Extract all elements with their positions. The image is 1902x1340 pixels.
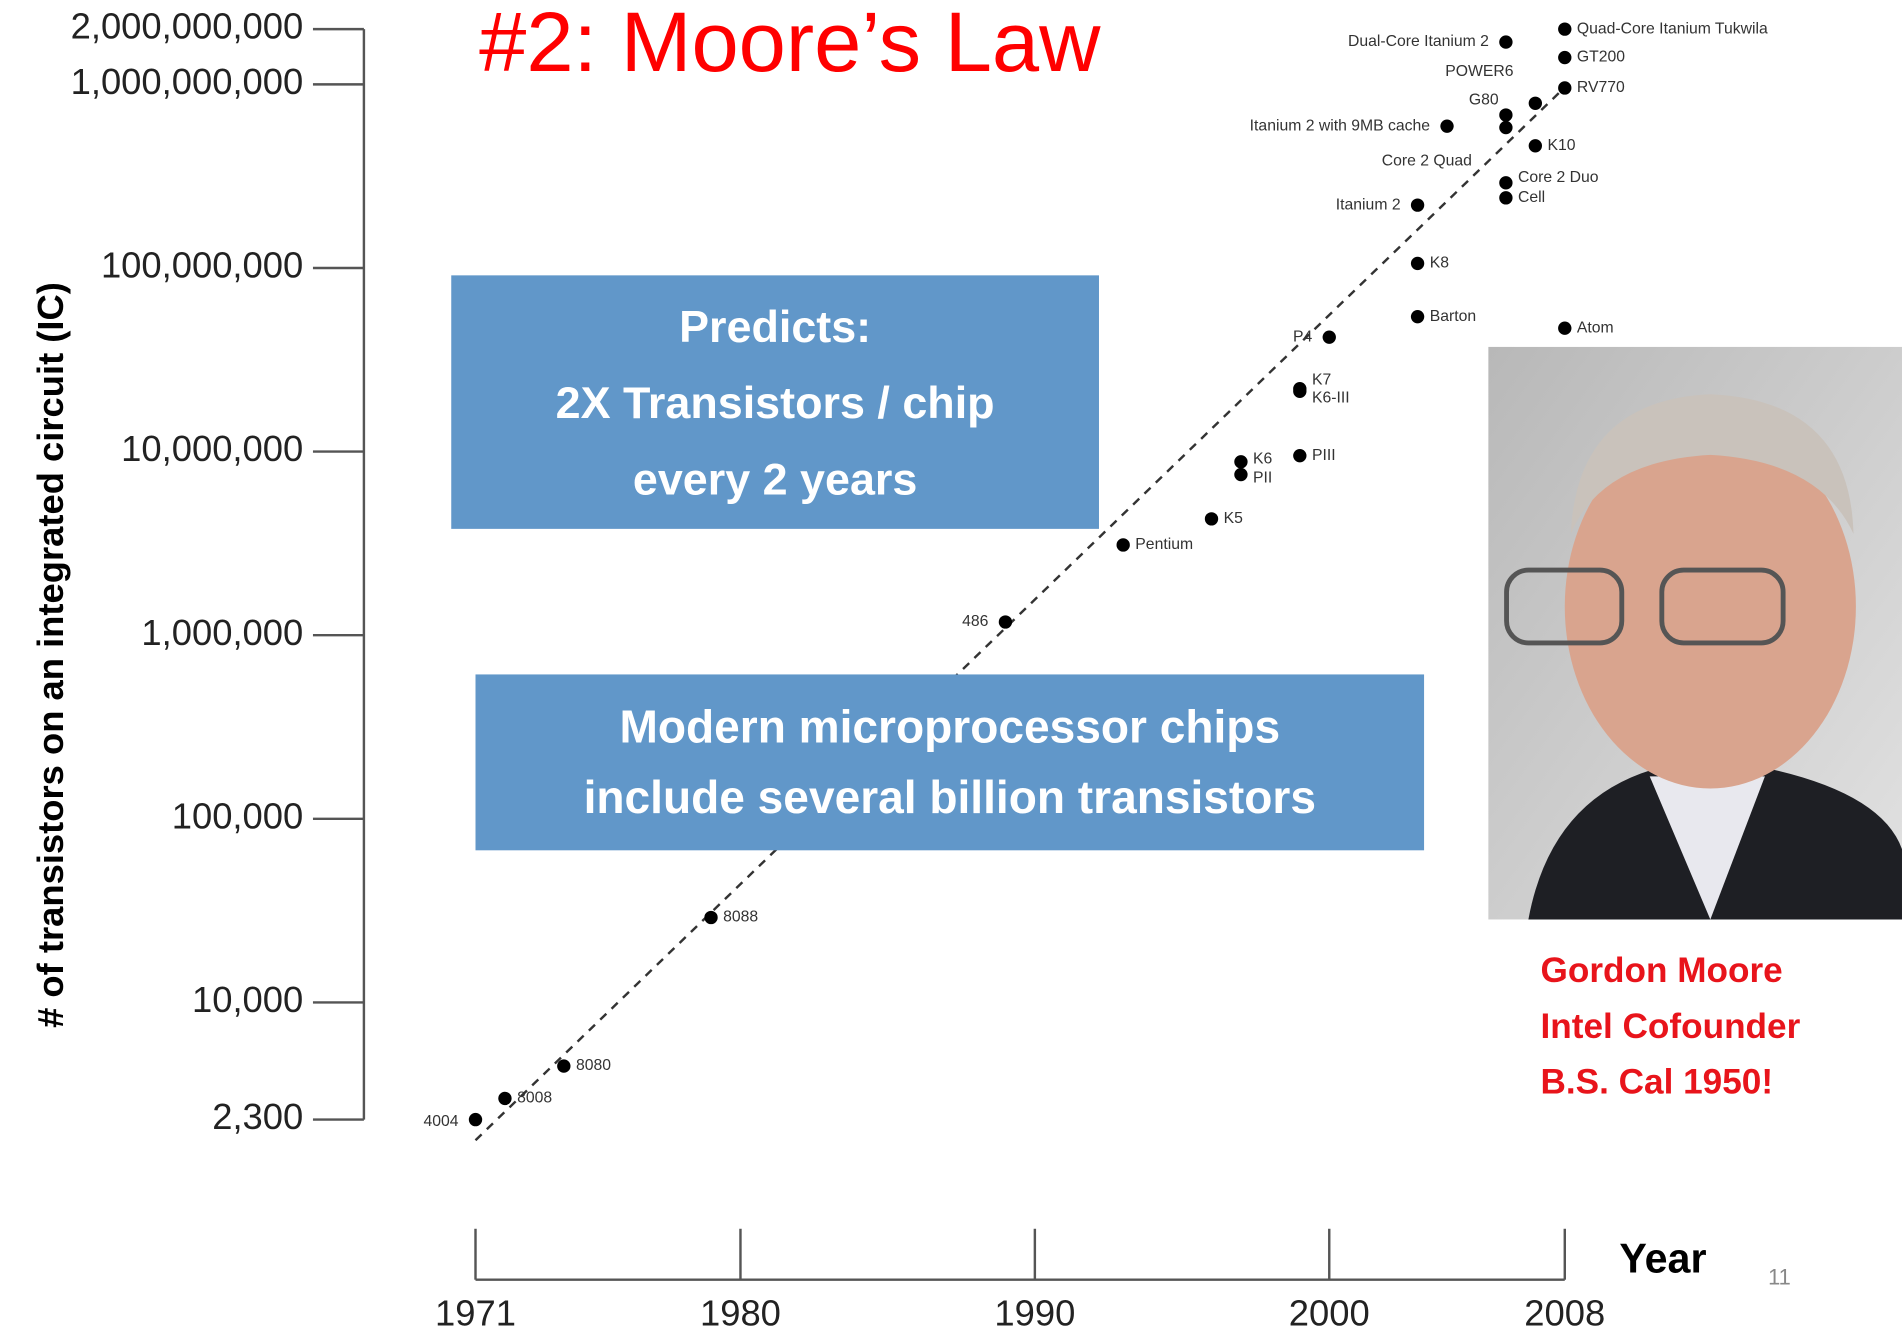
data-point — [1558, 22, 1571, 35]
point-label: Itanium 2 with 9MB cache — [1250, 117, 1431, 134]
data-point — [1499, 108, 1512, 121]
data-point — [557, 1059, 570, 1072]
point-label: 8008 — [517, 1090, 552, 1107]
y-tick-label: 100,000 — [172, 795, 303, 836]
point-label: K8 — [1430, 255, 1450, 272]
caption-line: Gordon Moore — [1541, 951, 1783, 990]
data-point — [1293, 449, 1306, 462]
photo — [1488, 347, 1902, 920]
data-point — [1205, 512, 1218, 525]
point-label: GT200 — [1577, 49, 1625, 66]
callout-text: Modern microprocessor chips — [619, 700, 1280, 752]
point-label: 8080 — [576, 1057, 611, 1074]
data-point — [1529, 97, 1542, 110]
trend-line — [476, 87, 1565, 1140]
data-point — [1411, 257, 1424, 270]
point-label: RV770 — [1577, 79, 1625, 96]
point-label: Quad-Core Itanium Tukwila — [1577, 20, 1768, 37]
data-point — [1558, 81, 1571, 94]
page-number: 11 — [1768, 1264, 1791, 1289]
point-label: 4004 — [423, 1113, 458, 1130]
data-point — [1411, 310, 1424, 323]
callout-text: Predicts: — [679, 301, 871, 352]
point-label: Core 2 Quad — [1382, 153, 1472, 170]
callout-text: include several billion transistors — [584, 771, 1316, 823]
data-point — [1558, 51, 1571, 64]
data-point — [999, 615, 1012, 628]
data-point — [469, 1113, 482, 1126]
data-point — [704, 911, 717, 924]
data-point — [1499, 191, 1512, 204]
slide-title: #2: Moore’s Law — [479, 0, 1101, 89]
data-point — [1411, 198, 1424, 211]
point-label: Barton — [1430, 308, 1476, 325]
point-label: K5 — [1224, 510, 1244, 527]
data-point — [1529, 139, 1542, 152]
y-axis-label: # of transistors on an integrated circui… — [30, 282, 71, 1028]
point-label: K10 — [1547, 137, 1575, 154]
caption-line: B.S. Cal 1950! — [1541, 1063, 1774, 1102]
y-tick-label: 10,000 — [192, 979, 303, 1020]
point-label: PII — [1253, 469, 1272, 486]
x-tick-label: 2000 — [1289, 1293, 1370, 1334]
data-point — [1234, 455, 1247, 468]
data-point — [1499, 121, 1512, 134]
callout-text: every 2 years — [633, 454, 917, 505]
data-point — [1499, 176, 1512, 189]
data-point — [1117, 538, 1130, 551]
page: #2: Moore’s Law # of transistors on an i… — [0, 0, 1902, 1340]
point-label: 8088 — [723, 909, 758, 926]
data-point — [1499, 35, 1512, 48]
data-point — [1293, 385, 1306, 398]
callout-text: 2X Transistors / chip — [556, 377, 995, 428]
y-tick-label: 2,000,000,000 — [71, 6, 304, 47]
point-label: Cell — [1518, 189, 1545, 206]
y-tick-label: 1,000,000,000 — [71, 61, 304, 102]
data-point — [1234, 468, 1247, 481]
data-point — [1558, 322, 1571, 335]
point-label: Itanium 2 — [1336, 196, 1401, 213]
point-label: 486 — [962, 613, 989, 630]
y-tick-label: 2,300 — [212, 1096, 303, 1137]
point-label: PIII — [1312, 447, 1336, 464]
x-tick-label: 1971 — [435, 1293, 516, 1334]
point-label: G80 — [1469, 92, 1499, 109]
x-tick-label: 2008 — [1524, 1293, 1605, 1334]
point-label: Dual-Core Itanium 2 — [1348, 33, 1489, 50]
slide: #2: Moore’s Law # of transistors on an i… — [0, 0, 1902, 1340]
y-tick-label: 1,000,000 — [141, 612, 303, 653]
point-label: POWER6 — [1445, 63, 1514, 80]
x-tick-label: 1980 — [700, 1293, 781, 1334]
data-point — [498, 1092, 511, 1105]
point-label: K7 — [1312, 371, 1331, 388]
caption-line: Intel Cofounder — [1541, 1007, 1801, 1046]
point-label: K6 — [1253, 451, 1273, 468]
y-tick-label: 100,000,000 — [101, 245, 303, 286]
y-tick-label: 10,000,000 — [121, 428, 303, 469]
data-point — [1323, 330, 1336, 343]
point-label: P4 — [1293, 328, 1313, 345]
point-label: Atom — [1577, 319, 1614, 336]
point-label: Core 2 Duo — [1518, 169, 1599, 186]
data-point — [1440, 120, 1453, 133]
x-axis-label: Year — [1619, 1235, 1706, 1281]
point-label: Pentium — [1135, 536, 1193, 553]
x-tick-label: 1990 — [994, 1293, 1075, 1334]
point-label: K6-III — [1312, 390, 1350, 407]
